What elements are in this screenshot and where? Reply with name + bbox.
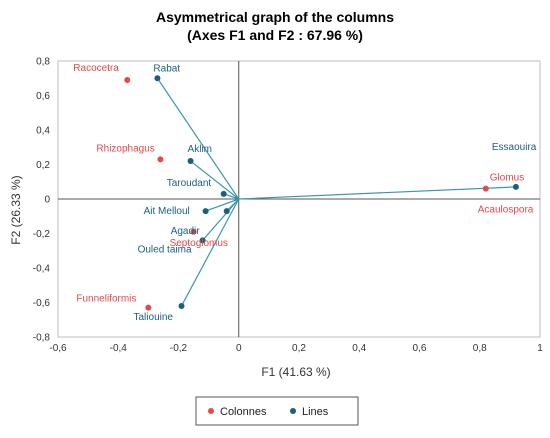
label-lines-taroudant: Taroudant bbox=[167, 178, 212, 189]
x-axis-title: F1 (41.63 %) bbox=[261, 365, 330, 379]
label-lines-taliouine: Taliouine bbox=[134, 312, 174, 323]
annotation-acaulospora: Acaulospora bbox=[478, 205, 534, 216]
y-tick-label: 0 bbox=[44, 195, 50, 206]
point-colonnes-funneliformis bbox=[145, 304, 152, 311]
x-tick-label: 0,8 bbox=[473, 343, 487, 354]
y-axis-title: F2 (26.33 %) bbox=[9, 175, 23, 244]
label-lines-essaouira: Essaouira bbox=[492, 142, 537, 153]
point-lines-taliouine bbox=[178, 302, 185, 309]
x-tick-label: 0,2 bbox=[292, 343, 306, 354]
legend: Colonnes Lines bbox=[195, 396, 359, 426]
label-colonnes-septoglomus: Septoglomus bbox=[170, 238, 228, 249]
chart-title-line2: (Axes F1 and F2 : 67.96 %) bbox=[187, 27, 363, 43]
vector-aklim bbox=[190, 160, 240, 200]
label-lines-rabat: Rabat bbox=[153, 63, 180, 74]
vector-taliouine bbox=[180, 198, 240, 307]
label-lines-aklim: Aklim bbox=[188, 144, 212, 155]
x-tick-label: -0,2 bbox=[170, 343, 188, 354]
x-tick-label: -0,4 bbox=[110, 343, 128, 354]
x-tick-label: 0,6 bbox=[413, 343, 427, 354]
label-lines-agadir: Agadir bbox=[171, 226, 201, 237]
point-lines-aklim bbox=[187, 158, 194, 165]
y-tick-label: 0,4 bbox=[36, 126, 50, 137]
vector-rabat bbox=[156, 77, 240, 200]
label-colonnes-rhizophagus: Rhizophagus bbox=[96, 143, 154, 154]
vector-lines bbox=[156, 77, 516, 307]
y-tick-label: -0,2 bbox=[33, 229, 51, 240]
legend-box bbox=[195, 396, 359, 426]
vector-ait-melloul bbox=[205, 198, 239, 212]
chart-title-line1: Asymmetrical graph of the columns bbox=[156, 9, 394, 25]
y-tick-label: 0,8 bbox=[36, 57, 50, 68]
legend-marker-colonnes bbox=[208, 408, 214, 414]
point-lines-ouled-taima bbox=[199, 237, 206, 244]
data-points bbox=[124, 75, 519, 311]
y-tick-label: 0,2 bbox=[36, 160, 50, 171]
point-lines-essaouira bbox=[512, 183, 519, 190]
point-colonnes-glomus bbox=[482, 185, 489, 192]
point-lines-ait-melloul bbox=[202, 208, 209, 215]
tick-labels: -0,6 -0,4 -0,2 0 0,2 0,4 0,6 0,8 1-0,8-0,6-0,4-0… bbox=[33, 57, 543, 355]
legend-marker-lines bbox=[290, 408, 296, 414]
label-colonnes-glomus: Glomus bbox=[490, 173, 524, 184]
legend-label-lines: Lines bbox=[302, 406, 329, 418]
y-tick-label: -0,6 bbox=[33, 298, 51, 309]
point-colonnes-septoglomus bbox=[190, 228, 197, 235]
vector-ouled-taima bbox=[202, 198, 240, 241]
y-tick-label: -0,8 bbox=[33, 333, 51, 344]
label-lines-ouled-taima: Ouled taima bbox=[138, 244, 192, 255]
point-lines-rabat bbox=[154, 75, 161, 82]
x-tick-label: 0,4 bbox=[352, 343, 366, 354]
y-tick-label: -0,4 bbox=[33, 264, 51, 275]
point-lines-taroudant bbox=[220, 190, 227, 197]
point-colonnes-rhizophagus bbox=[157, 156, 164, 163]
point-labels: Racocetra Rhizophagus Glomus Septoglomus Fun… bbox=[73, 63, 537, 323]
label-colonnes-funneliformis: Funneliformis bbox=[76, 294, 136, 305]
x-tick-label: 1 bbox=[537, 343, 543, 354]
y-tick-label: 0,6 bbox=[36, 91, 50, 102]
vector-essaouira bbox=[238, 186, 516, 200]
x-tick-label: -0,6 bbox=[49, 343, 67, 354]
legend-label-colonnes: Colonnes bbox=[220, 406, 267, 418]
point-colonnes-racocetra bbox=[124, 76, 131, 83]
label-colonnes-racocetra: Racocetra bbox=[73, 63, 119, 74]
x-tick-label: 0 bbox=[236, 343, 242, 354]
point-lines-agadir bbox=[223, 208, 230, 215]
label-lines-ait-melloul: Ait Melloul bbox=[144, 206, 190, 217]
